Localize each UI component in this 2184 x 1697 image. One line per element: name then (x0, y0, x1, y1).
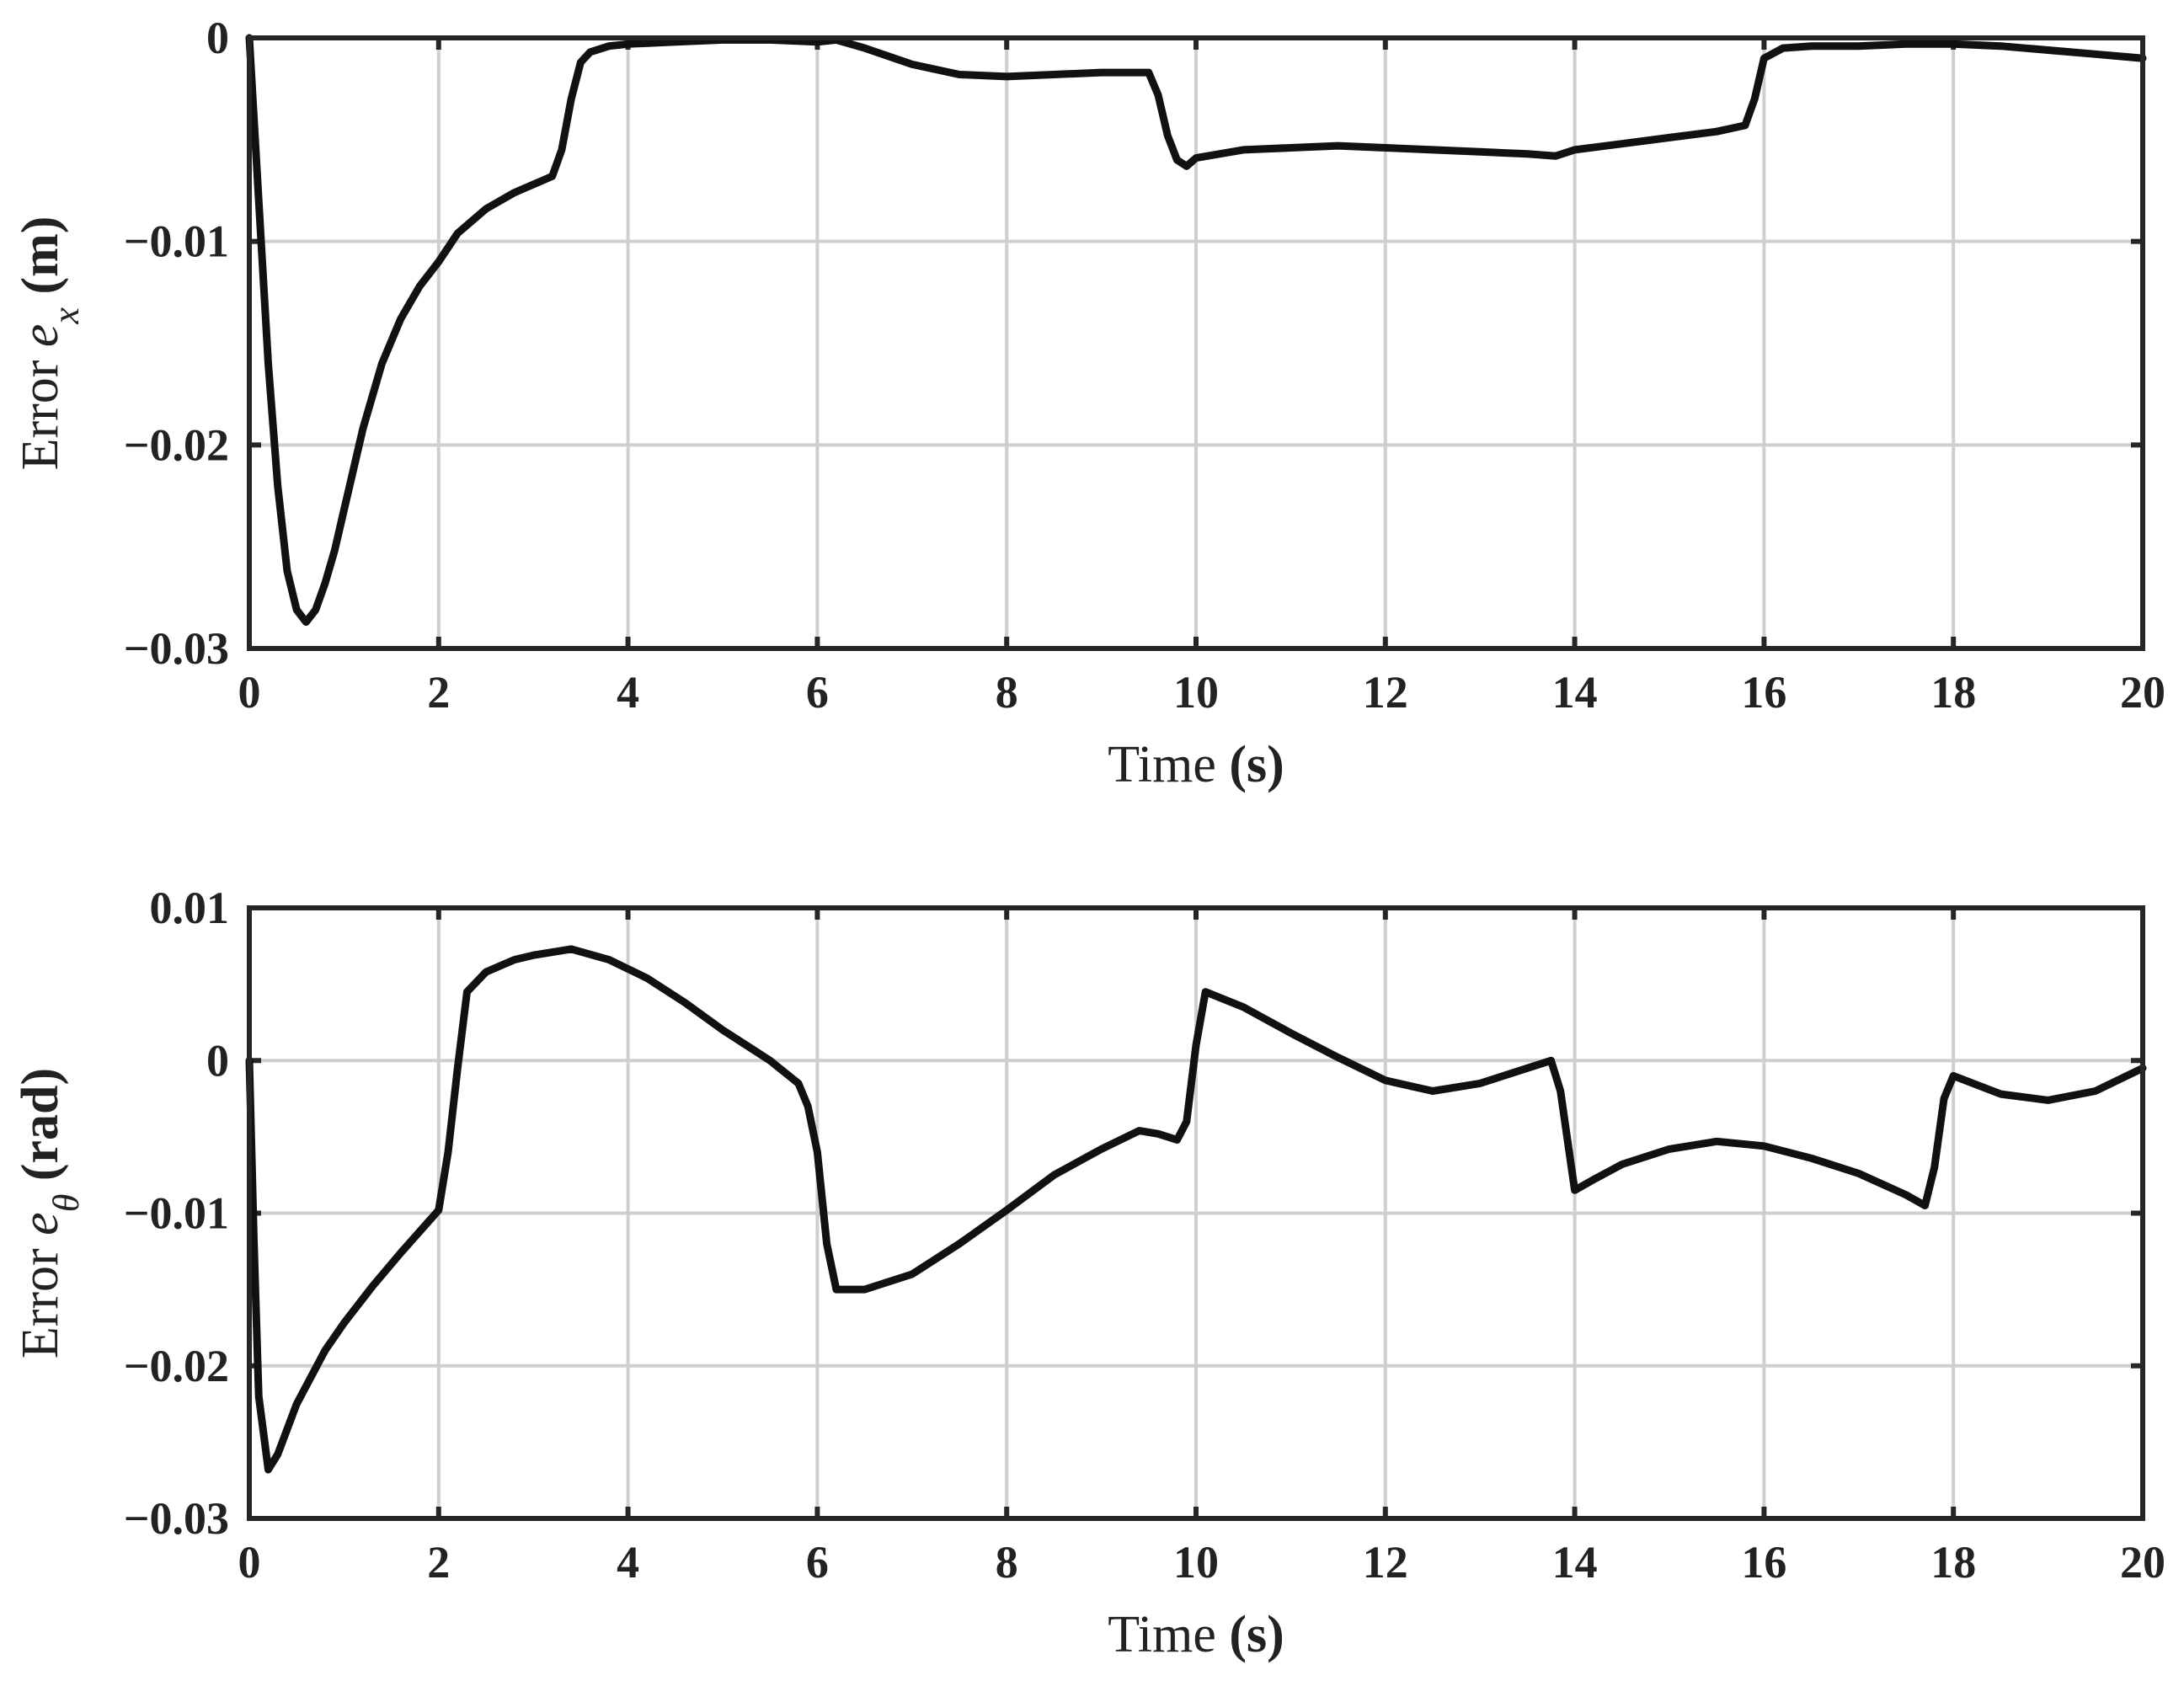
x-tick-label: 14 (1552, 1537, 1598, 1588)
y-tick-label: −0.02 (124, 419, 229, 470)
x-tick-label: 18 (1930, 667, 1976, 718)
grid (248, 906, 2144, 1520)
x-tick-label: 12 (1363, 1537, 1408, 1588)
x-tick-label: 16 (1741, 1537, 1786, 1588)
x-tick-label: 0 (238, 667, 261, 718)
x-tick-label: 20 (2120, 1537, 2165, 1588)
y-axis-label: Error eθ (rad) (12, 1068, 87, 1358)
y-tick-label: 0 (206, 1035, 229, 1086)
x-tick-label: 6 (806, 667, 829, 718)
y-tick-label: 0 (206, 13, 229, 63)
grid (248, 36, 2144, 650)
plot-frame (247, 35, 2145, 651)
y-tick-label: −0.02 (124, 1341, 229, 1391)
x-tick-label: 0 (238, 1537, 261, 1588)
series (245, 34, 2147, 627)
x-tick-label: 6 (806, 1537, 829, 1588)
tick-labels: 0 2 4 6 8 10 12 14 16 18 20 −0.03 −0.02 −0.01 0 (124, 13, 2165, 718)
x-tick-label: 2 (427, 1537, 450, 1588)
x-tick-label: 14 (1552, 667, 1598, 718)
series-line (245, 945, 2147, 1474)
x-axis-label: Time (s) (1108, 1606, 1284, 1663)
x-tick-label: 10 (1173, 1537, 1219, 1588)
y-tick-label: −0.01 (124, 216, 229, 267)
panel-error-etheta: 0 2 4 6 8 10 12 14 16 18 20 −0.03 −0.02 −0.01 0 0.01 Ti… (12, 883, 2165, 1663)
x-tick-label: 2 (427, 667, 450, 718)
panel-error-ex: 0 2 4 6 8 10 12 14 16 18 20 −0.03 −0.02 −0.01 0 Time (… (12, 13, 2165, 793)
tick-labels: 0 2 4 6 8 10 12 14 16 18 20 −0.03 −0.02 −0.01 0 0.01 (124, 883, 2165, 1588)
x-tick-label: 10 (1173, 667, 1219, 718)
x-tick-label: 4 (617, 1537, 639, 1588)
x-tick-label: 12 (1363, 667, 1408, 718)
y-tick-label: −0.03 (124, 1493, 229, 1544)
x-axis-label: Time (s) (1108, 736, 1284, 793)
y-tick-label: −0.01 (124, 1188, 229, 1239)
x-tick-label: 4 (617, 667, 639, 718)
y-tick-label: 0.01 (150, 883, 230, 933)
y-axis-label: Error ex (m) (12, 216, 87, 471)
x-tick-label: 8 (996, 1537, 1018, 1588)
x-tick-label: 20 (2120, 667, 2165, 718)
series-line (245, 34, 2147, 627)
x-tick-label: 16 (1741, 667, 1786, 718)
y-tick-label: −0.03 (124, 623, 229, 674)
x-tick-label: 18 (1930, 1537, 1976, 1588)
x-tick-label: 8 (996, 667, 1018, 718)
plot-frame (247, 905, 2145, 1521)
series (245, 945, 2147, 1474)
